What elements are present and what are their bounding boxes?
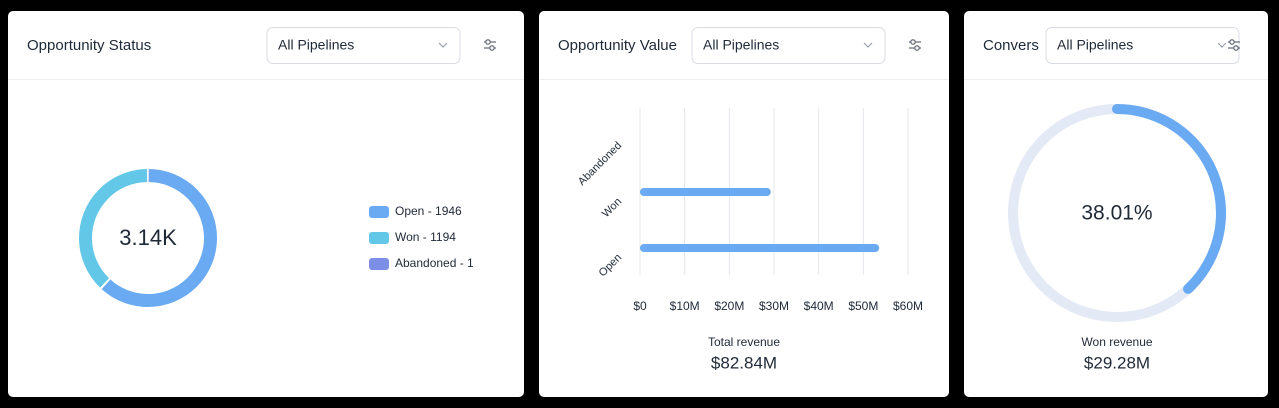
pipeline-dropdown[interactable] <box>266 27 461 64</box>
dropdown-value: All Pipelines <box>278 37 354 53</box>
x-tick-label: $50M <box>848 299 878 313</box>
gauge-value-label: 38.01% <box>1081 202 1152 225</box>
dropdown-chevron <box>1217 42 1227 48</box>
pipeline-dropdown[interactable] <box>1045 27 1240 64</box>
card <box>964 11 1268 397</box>
card-title: Convers <box>983 37 1039 54</box>
bar <box>640 244 880 252</box>
donut-segment <box>79 169 217 307</box>
legend-label: Won - 1194 <box>395 230 456 244</box>
legend-label: Open - 1946 <box>395 204 462 218</box>
donut-center-label: 3.14K <box>119 225 177 250</box>
x-tick-label: $0 <box>633 299 647 313</box>
summary-label: Total revenue <box>708 335 780 349</box>
x-tick-label: $40M <box>804 299 834 313</box>
card-title: Opportunity Status <box>27 37 151 54</box>
dropdown-chevron <box>438 42 448 48</box>
legend-swatch <box>369 258 389 270</box>
pipeline-dropdown[interactable] <box>691 27 886 64</box>
x-tick-label: $10M <box>670 299 700 313</box>
x-tick-label: $20M <box>714 299 744 313</box>
card-title: Opportunity Value <box>558 37 677 54</box>
summary-label: Won revenue <box>1081 335 1152 349</box>
dropdown-value: All Pipelines <box>1057 37 1133 53</box>
filter-icon[interactable] <box>909 39 921 51</box>
legend-swatch <box>369 206 389 218</box>
summary-value: $29.28M <box>1084 353 1150 372</box>
donut-segment <box>79 169 217 307</box>
dropdown-value: All Pipelines <box>703 37 779 53</box>
legend-label: Abandoned - 1 <box>395 256 474 270</box>
card <box>539 11 949 397</box>
dropdown-chevron <box>863 42 873 48</box>
summary-value: $82.84M <box>711 353 777 372</box>
x-tick-label: $30M <box>759 299 789 313</box>
legend-swatch <box>369 232 389 244</box>
bar <box>640 188 771 196</box>
filter-icon[interactable] <box>484 39 496 51</box>
gauge-arc <box>1008 104 1226 322</box>
filter-icon[interactable] <box>1228 39 1240 51</box>
x-tick-label: $60M <box>893 299 923 313</box>
